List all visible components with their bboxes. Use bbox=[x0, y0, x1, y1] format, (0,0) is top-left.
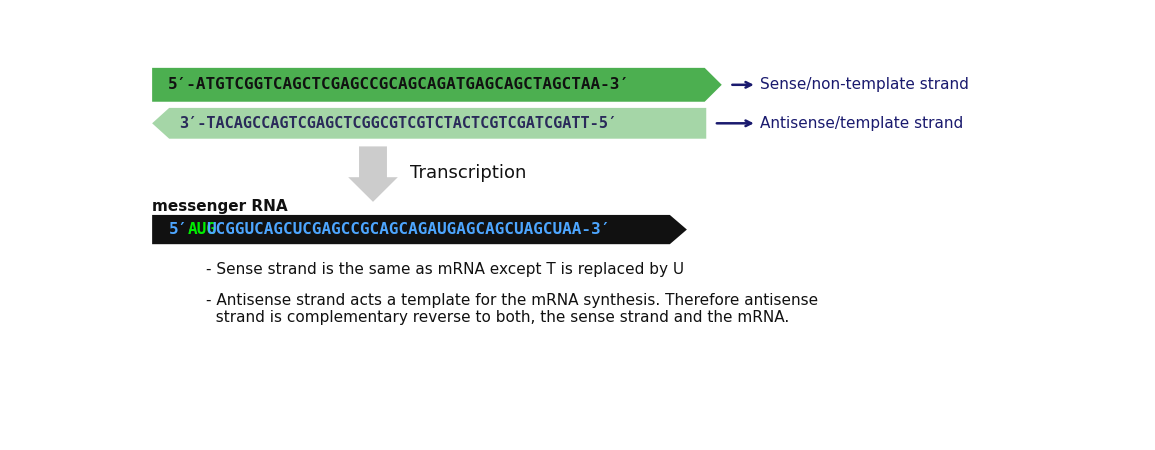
Text: 5′-: 5′- bbox=[169, 222, 198, 237]
Text: 5′-ATGTCGGTCAGCTCGAGCCGCAGCAGATGAGCAGCTAGCTAA-3′: 5′-ATGTCGGTCAGCTCGAGCCGCAGCAGATGAGCAGCTA… bbox=[167, 77, 629, 92]
Text: 3′-TACAGCCAGTCGAGCTCGGCGTCGTCTACTCGTCGATCGATT-5′: 3′-TACAGCCAGTCGAGCTCGGCGTCGTCTACTCGTCGAT… bbox=[179, 116, 617, 131]
Text: - Antisense strand acts a template for the mRNA synthesis. Therefore antisense: - Antisense strand acts a template for t… bbox=[207, 293, 819, 308]
Text: Transcription: Transcription bbox=[410, 164, 527, 182]
Polygon shape bbox=[152, 215, 687, 244]
Text: UCGGUCAGCUCGAGCCGCAGCAGAUGAGCAGCUAGCUAA-3′: UCGGUCAGCUCGAGCCGCAGCAGAUGAGCAGCUAGCUAA-… bbox=[207, 222, 611, 237]
Text: Antisense/template strand: Antisense/template strand bbox=[760, 116, 963, 131]
Text: messenger RNA: messenger RNA bbox=[152, 199, 288, 214]
Polygon shape bbox=[348, 146, 397, 202]
Text: AUG: AUG bbox=[188, 222, 217, 237]
Text: - Sense strand is the same as mRNA except T is replaced by U: - Sense strand is the same as mRNA excep… bbox=[207, 262, 685, 277]
Polygon shape bbox=[152, 68, 722, 102]
Text: Sense/non-template strand: Sense/non-template strand bbox=[760, 77, 969, 92]
Polygon shape bbox=[152, 108, 706, 139]
Text: strand is complementary reverse to both, the sense strand and the mRNA.: strand is complementary reverse to both,… bbox=[207, 310, 790, 325]
